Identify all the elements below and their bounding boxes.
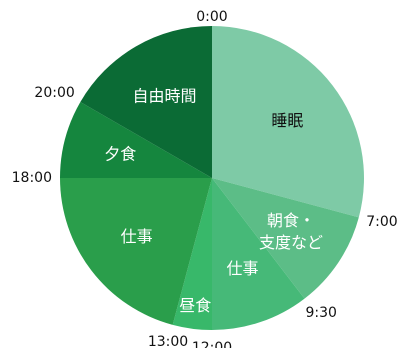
time-label-0: 0:00	[196, 9, 227, 25]
pie-slice-label-line: 仕事	[227, 258, 259, 277]
time-label-18: 18:00	[12, 170, 52, 186]
pie-slice-label-line: 朝食・	[267, 210, 315, 229]
pie-slice-breakfast	[212, 178, 359, 299]
time-label-13: 13:00	[148, 334, 188, 348]
pie-slice-label-sleep: 睡眠	[271, 111, 303, 130]
time-label-9-5: 9:30	[305, 305, 336, 321]
pie-slice-label-lunch: 昼食	[179, 295, 211, 314]
pie-slice-label-line: 仕事	[121, 226, 153, 245]
pie-slice-sleep	[212, 26, 364, 218]
pie-slice-label-line: 自由時間	[132, 86, 196, 105]
pie-slice-label-work_pm: 仕事	[121, 226, 153, 245]
pie-slice-label-line: 睡眠	[271, 111, 303, 130]
pie-boundary-time-labels: 0:00 7:00 9:30 12:00 13:00 18:00 20:00	[12, 9, 398, 348]
time-label-20: 20:00	[34, 85, 74, 101]
pie-slice-lunch	[172, 178, 212, 330]
pie-slice-label-dinner: 夕食	[104, 144, 136, 163]
pie-slice-label-line: 支度など	[259, 232, 323, 251]
pie-slice-label-line: 夕食	[104, 144, 136, 163]
pie-slice-work_pm	[60, 178, 212, 325]
time-label-12: 12:00	[192, 340, 232, 348]
pie-slice-dinner	[60, 102, 212, 178]
pie-slice-free	[80, 25, 212, 178]
pie-slice-label-work_am: 仕事	[227, 258, 259, 277]
pie-slice-work_am	[212, 178, 305, 330]
pie-slice-label-free: 自由時間	[132, 86, 196, 105]
pie-slices	[60, 25, 364, 330]
time-label-7: 7:00	[366, 214, 397, 230]
pie-slice-label-breakfast: 朝食・支度など	[259, 210, 323, 251]
pie-slice-label-line: 昼食	[179, 295, 211, 314]
